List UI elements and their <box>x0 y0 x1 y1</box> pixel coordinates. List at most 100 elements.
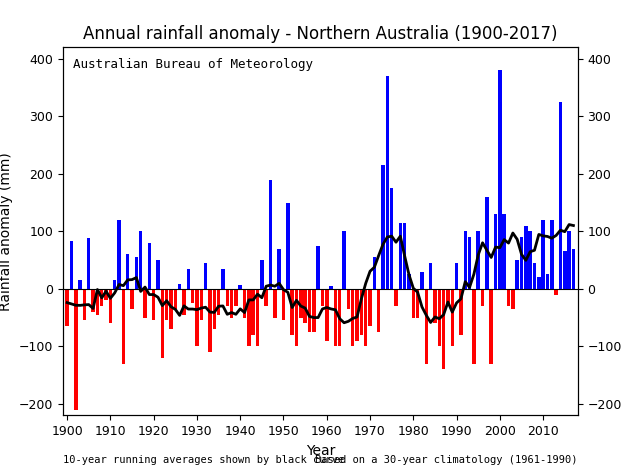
Bar <box>403 223 406 289</box>
Bar <box>498 70 502 289</box>
Bar <box>317 245 320 289</box>
Bar <box>173 289 177 309</box>
Bar <box>122 289 125 363</box>
Bar <box>65 289 69 326</box>
Bar <box>225 289 229 306</box>
Bar <box>204 263 207 289</box>
Bar <box>394 289 398 306</box>
Bar <box>251 289 255 335</box>
Bar <box>139 231 143 289</box>
X-axis label: Year: Year <box>306 444 335 458</box>
Bar <box>187 269 190 289</box>
Bar <box>191 289 194 303</box>
Bar <box>161 289 164 358</box>
Bar <box>511 289 514 309</box>
Bar <box>390 188 393 289</box>
Bar <box>178 284 181 289</box>
Bar <box>438 289 441 346</box>
Bar <box>329 286 333 289</box>
Bar <box>347 289 350 309</box>
Bar <box>533 263 536 289</box>
Bar <box>325 289 328 341</box>
Bar <box>290 289 294 335</box>
Bar <box>217 289 220 315</box>
Bar <box>243 289 246 318</box>
Bar <box>87 238 90 289</box>
Bar <box>286 202 290 289</box>
Bar <box>502 214 506 289</box>
Bar <box>494 214 497 289</box>
Bar <box>364 289 367 346</box>
Bar <box>524 226 528 289</box>
Bar <box>70 241 73 289</box>
Bar <box>541 220 545 289</box>
Bar <box>429 263 432 289</box>
Bar <box>559 102 562 289</box>
Bar <box>399 223 402 289</box>
Bar <box>333 289 337 346</box>
Bar <box>278 249 281 289</box>
Bar <box>152 289 155 320</box>
Bar <box>308 289 311 332</box>
Bar <box>321 289 324 306</box>
Bar <box>555 289 558 295</box>
Bar <box>425 289 428 363</box>
Bar <box>563 252 566 289</box>
Bar <box>360 289 363 335</box>
Bar <box>381 165 385 289</box>
Bar <box>239 285 242 289</box>
Bar <box>113 280 116 289</box>
Bar <box>447 289 450 306</box>
Bar <box>342 231 346 289</box>
Bar <box>109 289 112 323</box>
Bar <box>299 289 303 318</box>
Y-axis label: Rainfall anomaly (mm): Rainfall anomaly (mm) <box>0 152 13 311</box>
Bar <box>416 289 420 318</box>
Bar <box>477 231 480 289</box>
Bar <box>481 289 484 306</box>
Bar <box>269 179 273 289</box>
Bar <box>386 76 389 289</box>
Bar <box>264 289 268 306</box>
Bar <box>455 263 458 289</box>
Bar <box>148 243 151 289</box>
Bar <box>282 289 285 320</box>
Bar <box>433 289 436 323</box>
Bar <box>516 260 519 289</box>
Bar <box>537 278 541 289</box>
Bar <box>303 289 307 323</box>
Bar <box>273 289 276 318</box>
Bar <box>372 257 376 289</box>
Bar <box>200 289 203 320</box>
Bar <box>463 231 467 289</box>
Bar <box>247 289 251 346</box>
Text: Australian Bureau of Meteorology: Australian Bureau of Meteorology <box>73 58 313 71</box>
Bar <box>130 289 134 309</box>
Bar <box>459 289 463 335</box>
Bar <box>528 231 532 289</box>
Bar <box>230 289 233 318</box>
Bar <box>377 289 381 332</box>
Bar <box>78 280 82 289</box>
Bar <box>408 274 411 289</box>
Bar <box>468 237 471 289</box>
Bar <box>156 260 160 289</box>
Bar <box>489 289 493 363</box>
Bar <box>165 289 168 320</box>
Bar <box>117 220 121 289</box>
Bar <box>170 289 173 329</box>
Bar <box>256 289 259 346</box>
Bar <box>195 289 198 346</box>
Bar <box>472 289 475 363</box>
Text: Based on a 30-year climatology (1961-1990): Based on a 30-year climatology (1961-199… <box>315 455 578 464</box>
Bar <box>411 289 415 318</box>
Bar <box>234 289 237 306</box>
Bar <box>450 289 454 346</box>
Bar <box>351 289 354 346</box>
Bar <box>312 289 315 332</box>
Bar <box>546 274 550 289</box>
Bar <box>104 289 108 300</box>
Bar <box>221 269 225 289</box>
Bar <box>143 289 147 318</box>
Bar <box>295 289 298 346</box>
